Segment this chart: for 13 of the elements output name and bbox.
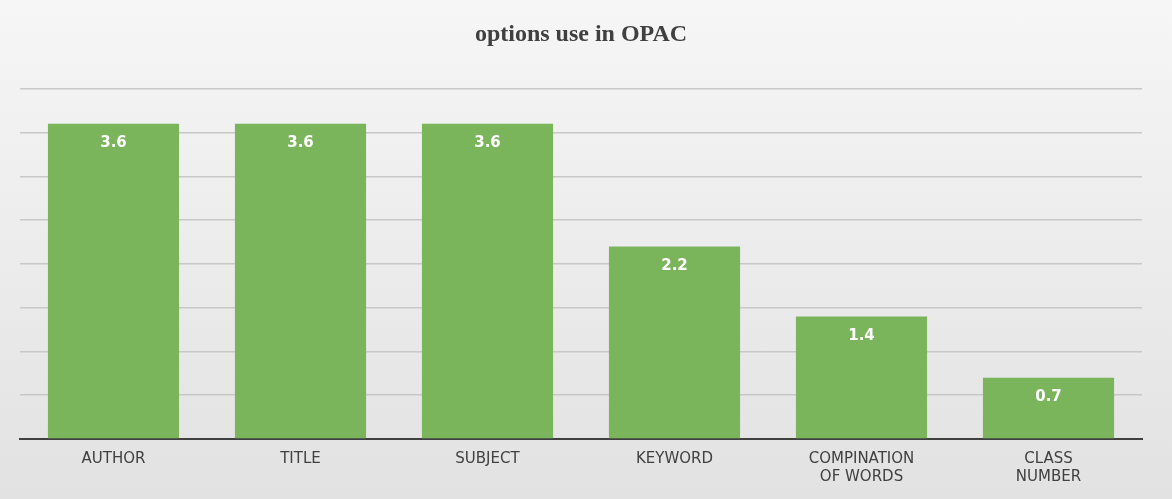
data-label: 1.4 <box>848 325 875 344</box>
data-label: 3.6 <box>287 133 314 152</box>
data-label: 3.6 <box>474 133 501 152</box>
x-tick-label: AUTHOR <box>81 448 146 467</box>
x-tick-label: COMPINATION OF WORDS <box>808 448 915 485</box>
chart-title: options use in OPAC <box>474 19 688 46</box>
data-label: 2.2 <box>661 255 688 274</box>
x-tick-label: KEYWORD <box>635 448 714 467</box>
data-label: 0.7 <box>1035 387 1062 406</box>
x-tick-label: TITLE <box>279 448 321 467</box>
data-label: 3.6 <box>100 133 127 152</box>
x-tick-label: SUBJECT <box>455 448 521 467</box>
x-tick-label: CLASS NUMBER <box>1015 448 1082 485</box>
